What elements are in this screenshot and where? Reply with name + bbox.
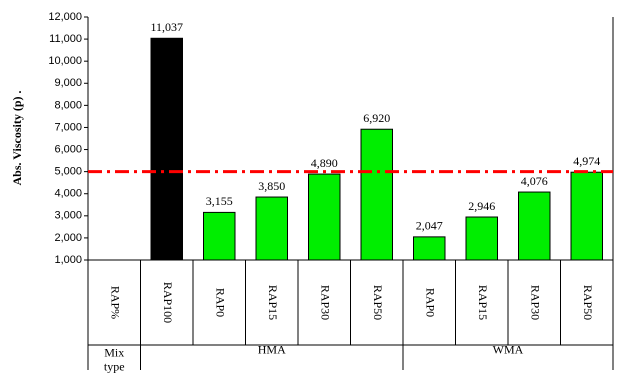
data-label: 2,047 xyxy=(416,219,443,233)
y-tick-label: 5,000 xyxy=(54,166,82,178)
group-header: Mix type xyxy=(104,345,125,373)
bar xyxy=(413,236,446,261)
y-tick-label: 1,000 xyxy=(54,254,82,266)
group-label: WMA xyxy=(493,342,524,356)
y-tick-label: 9,000 xyxy=(54,77,82,89)
bar xyxy=(308,173,341,261)
data-label: 2,946 xyxy=(468,199,495,213)
x-tick-label: RAP30 xyxy=(319,285,333,320)
group-label: HMA xyxy=(258,342,286,356)
data-label: 4,890 xyxy=(311,156,338,170)
y-tick-label: 11,000 xyxy=(49,33,82,45)
x-tick-label: RAP0 xyxy=(424,288,438,317)
bar xyxy=(360,128,393,261)
data-label: 4,076 xyxy=(521,174,548,188)
x-tick-label: RAP% xyxy=(109,286,123,319)
y-tick-label: 12,000 xyxy=(48,11,82,23)
bar xyxy=(570,171,603,261)
x-tick-label: RAP0 xyxy=(214,288,228,317)
x-tick-label: RAP50 xyxy=(581,285,595,320)
y-tick-label: 10,000 xyxy=(48,55,82,67)
y-tick-label: 4,000 xyxy=(54,188,82,200)
x-tick-label: RAP15 xyxy=(266,285,280,320)
data-label: 6,920 xyxy=(363,111,390,125)
data-label: 4,974 xyxy=(573,154,600,168)
y-tick-label: 2,000 xyxy=(54,232,82,244)
bar xyxy=(465,216,498,261)
data-label: 11,037 xyxy=(150,20,183,34)
y-tick-label: 3,000 xyxy=(54,210,82,222)
y-tick-label: 8,000 xyxy=(54,99,82,111)
x-tick-label: RAP50 xyxy=(371,285,385,320)
x-tick-label: RAP15 xyxy=(476,285,490,320)
bar xyxy=(518,191,551,261)
bar xyxy=(150,37,183,261)
y-tick-label: 7,000 xyxy=(54,121,82,133)
y-tick-label: 6,000 xyxy=(54,143,82,155)
x-tick-label: RAP30 xyxy=(529,285,543,320)
bar xyxy=(203,211,236,261)
x-tick-label: RAP100 xyxy=(161,282,175,323)
data-label: 3,850 xyxy=(258,179,285,193)
bar xyxy=(255,196,288,261)
y-axis-title: Abs. Viscosity (p) . xyxy=(10,90,24,185)
data-label: 3,155 xyxy=(206,194,233,208)
